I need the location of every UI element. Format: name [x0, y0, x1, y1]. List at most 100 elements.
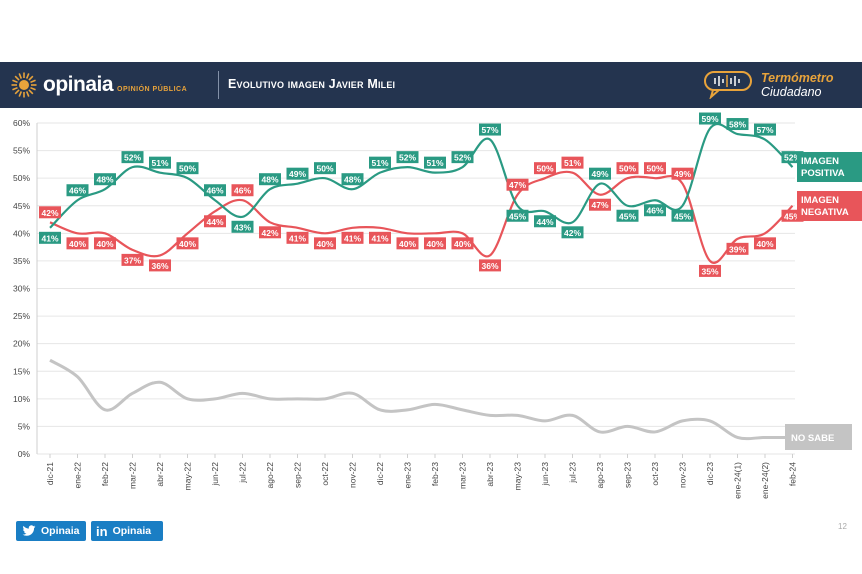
- linkedin-button[interactable]: in Opinaia: [91, 521, 163, 541]
- data-label: 40%: [756, 239, 773, 249]
- data-label: 47%: [591, 200, 608, 210]
- negativa-label: 51%: [561, 156, 584, 169]
- header-divider: [218, 71, 219, 99]
- data-label-box: [616, 209, 639, 222]
- legend-label: NEGATIVA: [801, 207, 849, 218]
- data-label-box: [39, 206, 61, 219]
- x-tick-label: may-22: [183, 462, 193, 491]
- data-label-box: [616, 162, 639, 175]
- twitter-icon: [22, 525, 36, 536]
- data-label: 51%: [426, 158, 443, 168]
- x-tick-label: ene-24(2): [760, 462, 770, 499]
- x-tick-label: ago-22: [265, 462, 275, 489]
- speech-bubble-icon: [704, 71, 752, 100]
- positiva-label: 58%: [726, 118, 749, 131]
- series-line-positiva: [49, 122, 794, 229]
- data-label: 45%: [784, 211, 801, 221]
- data-label: 44%: [536, 217, 553, 227]
- negativa-label: 36%: [479, 259, 501, 272]
- data-label-box: [396, 151, 419, 164]
- data-label: 42%: [41, 208, 58, 218]
- data-label: 45%: [619, 211, 636, 221]
- data-label: 35%: [701, 266, 718, 276]
- positiva-label: 45%: [671, 209, 694, 222]
- legend-box: [797, 152, 862, 182]
- data-label-box: [149, 259, 171, 272]
- data-label: 42%: [564, 228, 581, 238]
- negativa-label: 40%: [176, 237, 199, 250]
- legend-label: IMAGEN: [801, 195, 839, 206]
- data-label-box: [451, 151, 474, 164]
- sunburst-logo-icon: [11, 72, 37, 98]
- data-label-box: [286, 167, 309, 180]
- negativa-label: 50%: [534, 162, 556, 175]
- data-label: 52%: [399, 153, 416, 163]
- data-label-box: [259, 173, 281, 186]
- negativa-label: 50%: [616, 162, 639, 175]
- data-label: 48%: [261, 175, 278, 185]
- negativa-label: 40%: [754, 237, 776, 250]
- positiva-label: 50%: [176, 162, 199, 175]
- negativa-label: 41%: [369, 231, 391, 244]
- negativa-label: 40%: [66, 237, 89, 250]
- positiva-label: 43%: [231, 220, 254, 233]
- y-tick-label: 25%: [13, 311, 30, 321]
- data-label-box: [726, 118, 749, 131]
- data-label: 42%: [261, 228, 278, 238]
- positiva-label: 49%: [589, 167, 611, 180]
- negativa-label: 37%: [121, 253, 144, 266]
- y-tick-label: 5%: [18, 421, 31, 431]
- data-label: 50%: [619, 164, 636, 174]
- negativa-label: 40%: [94, 237, 116, 250]
- data-label-box: [754, 123, 776, 136]
- data-label: 48%: [96, 175, 113, 185]
- data-label: 39%: [729, 244, 746, 254]
- negativa-label: 50%: [644, 162, 666, 175]
- data-label-box: [121, 151, 144, 164]
- positiva-label: 44%: [534, 215, 556, 228]
- x-tick-label: jun-23: [540, 462, 550, 487]
- data-label: 46%: [646, 206, 663, 216]
- negativa-label: 41%: [341, 231, 364, 244]
- page-number: 12: [838, 522, 847, 531]
- x-tick-label: ene-22: [73, 462, 83, 489]
- data-label: 41%: [41, 233, 58, 243]
- positiva-label: 51%: [424, 156, 446, 169]
- data-label-box: [314, 237, 336, 250]
- positiva-label: 45%: [506, 209, 529, 222]
- x-tick-label: sep-22: [293, 462, 303, 488]
- data-label: 37%: [124, 255, 141, 265]
- brand-name: opinaia: [43, 73, 114, 96]
- data-label-box: [121, 253, 144, 266]
- data-label: 52%: [784, 153, 801, 163]
- data-label: 51%: [151, 158, 168, 168]
- report-header: opinaia OPINIÓN PÚBLICA Evolutivo imagen…: [0, 62, 862, 108]
- y-tick-label: 60%: [13, 118, 30, 128]
- x-tick-label: mar-22: [128, 462, 138, 489]
- data-label-box: [589, 198, 611, 211]
- negativa-label: 47%: [506, 178, 529, 191]
- termometro-subtitle: Ciudadano: [761, 85, 822, 99]
- data-label: 51%: [371, 158, 388, 168]
- positiva-label: 46%: [644, 204, 666, 217]
- x-tick-label: may-23: [513, 462, 523, 491]
- data-label-box: [286, 231, 309, 244]
- legend-label: NO SABE: [791, 433, 834, 444]
- y-tick-label: 45%: [13, 201, 30, 211]
- data-label: 57%: [481, 125, 498, 135]
- data-label: 52%: [454, 153, 471, 163]
- data-label: 50%: [316, 164, 333, 174]
- negativa-label: 41%: [286, 231, 309, 244]
- negativa-label: 40%: [424, 237, 446, 250]
- legend-label: IMAGEN: [801, 156, 839, 167]
- data-label-box: [671, 209, 694, 222]
- y-tick-label: 30%: [13, 284, 30, 294]
- data-label-box: [66, 237, 89, 250]
- data-label: 49%: [289, 169, 306, 179]
- data-label-box: [644, 204, 666, 217]
- data-label: 46%: [69, 186, 86, 196]
- data-label: 44%: [206, 217, 223, 227]
- x-tick-label: oct-23: [650, 462, 660, 486]
- twitter-button[interactable]: Opinaia: [16, 521, 86, 541]
